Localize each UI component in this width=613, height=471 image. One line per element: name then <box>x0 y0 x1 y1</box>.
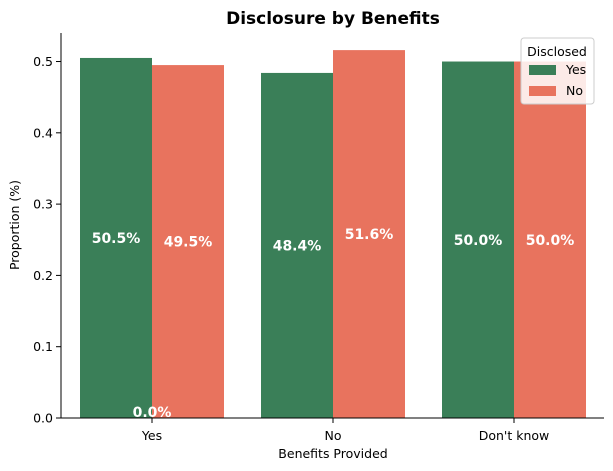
legend-label-no: No <box>566 83 583 98</box>
legend-label-yes: Yes <box>565 62 586 77</box>
annotation-label-0: 0.0% <box>133 405 172 421</box>
y-tick-label: 0.0 <box>33 411 53 426</box>
y-tick-label: 0.4 <box>33 125 53 140</box>
data-label-yes-don-t-know: 50.0% <box>454 233 503 249</box>
chart-title: Disclosure by Benefits <box>226 9 440 29</box>
x-axis-label: Benefits Provided <box>278 446 387 461</box>
legend: Disclosed Yes No <box>520 37 595 105</box>
legend-title: Disclosed <box>527 44 587 59</box>
data-labels-group: 50.5% 48.4% 50.0% 49.5% 51.6% 50.0% 0.0% <box>92 227 575 421</box>
x-tick-label-don-t-know: Don't know <box>479 428 550 443</box>
bar-no-yes <box>152 65 224 418</box>
y-tick-label: 0.5 <box>33 54 53 69</box>
x-ticks-group: Yes No Don't know <box>141 418 549 443</box>
y-axis-label: Proportion (%) <box>7 180 22 270</box>
bar-yes-no <box>261 72 333 418</box>
bar-yes-don-t-know <box>442 61 514 418</box>
y-tick-label: 0.3 <box>33 197 53 212</box>
bar-no-no <box>333 50 405 418</box>
legend-swatch-yes <box>529 65 556 75</box>
bar-no-don-t-know <box>514 61 586 418</box>
legend-swatch-no <box>529 86 556 96</box>
bar-yes-yes <box>80 57 152 418</box>
data-label-yes-yes: 50.5% <box>92 231 141 247</box>
bars-group <box>80 50 586 418</box>
x-tick-label-yes: Yes <box>141 428 162 443</box>
data-label-yes-no: 48.4% <box>273 238 322 254</box>
y-tick-label: 0.1 <box>33 339 53 354</box>
data-label-no-no: 51.6% <box>345 227 394 243</box>
y-ticks-group: 0.0 0.1 0.2 0.3 0.4 0.5 <box>33 54 61 426</box>
data-label-no-don-t-know: 50.0% <box>526 233 575 249</box>
x-tick-label-no: No <box>325 428 342 443</box>
data-label-no-yes: 49.5% <box>164 235 213 251</box>
y-tick-label: 0.2 <box>33 268 53 283</box>
